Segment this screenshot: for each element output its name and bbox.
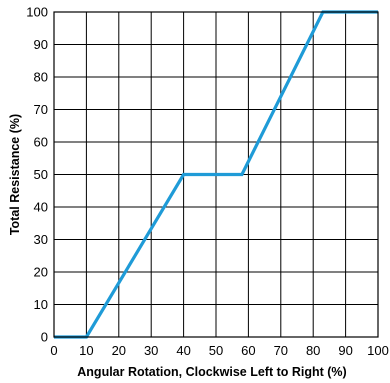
y-tick-labels: 0 10 20 30 40 50 60 70 80 90 100: [26, 5, 48, 345]
x-axis-label: Angular Rotation, Clockwise Left to Righ…: [77, 365, 346, 379]
x-tick-label-50: 50: [209, 343, 223, 358]
y-axis-label: Total Resistance (%): [8, 114, 22, 235]
x-tick-label-30: 30: [144, 343, 158, 358]
x-tick-label-90: 90: [338, 343, 352, 358]
x-tick-label-20: 20: [112, 343, 126, 358]
y-tick-label-70: 70: [34, 102, 48, 117]
x-tick-label-70: 70: [274, 343, 288, 358]
y-tick-label-30: 30: [34, 232, 48, 247]
y-tick-label-60: 60: [34, 135, 48, 150]
x-tick-label-0: 0: [50, 343, 57, 358]
y-tick-label-0: 0: [41, 330, 48, 345]
y-tick-label-20: 20: [34, 265, 48, 280]
x-tick-label-100: 100: [367, 343, 389, 358]
x-tick-label-10: 10: [79, 343, 93, 358]
y-tick-label-10: 10: [34, 297, 48, 312]
y-tick-label-40: 40: [34, 200, 48, 215]
x-tick-label-40: 40: [176, 343, 190, 358]
plot-frame: [53, 11, 379, 338]
x-tick-label-60: 60: [241, 343, 255, 358]
y-tick-label-100: 100: [26, 5, 48, 20]
x-tick-labels: 0 10 20 30 40 50 60 70 80 90 100: [50, 343, 388, 358]
x-tick-label-80: 80: [306, 343, 320, 358]
y-tick-label-50: 50: [34, 167, 48, 182]
y-tick-label-80: 80: [34, 70, 48, 85]
y-tick-label-90: 90: [34, 37, 48, 52]
